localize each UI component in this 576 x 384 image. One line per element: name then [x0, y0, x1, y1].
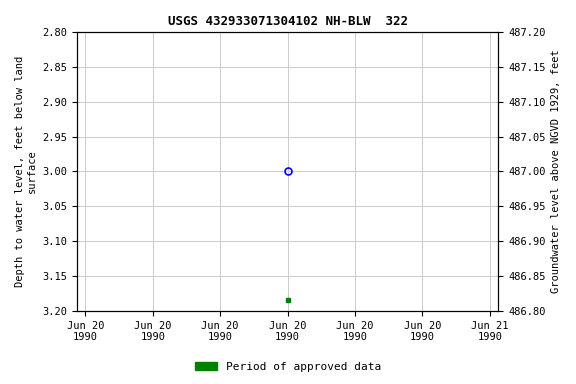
Y-axis label: Groundwater level above NGVD 1929, feet: Groundwater level above NGVD 1929, feet [551, 50, 561, 293]
Legend: Period of approved data: Period of approved data [191, 358, 385, 377]
Title: USGS 432933071304102 NH-BLW  322: USGS 432933071304102 NH-BLW 322 [168, 15, 408, 28]
Y-axis label: Depth to water level, feet below land
surface: Depth to water level, feet below land su… [15, 56, 37, 287]
